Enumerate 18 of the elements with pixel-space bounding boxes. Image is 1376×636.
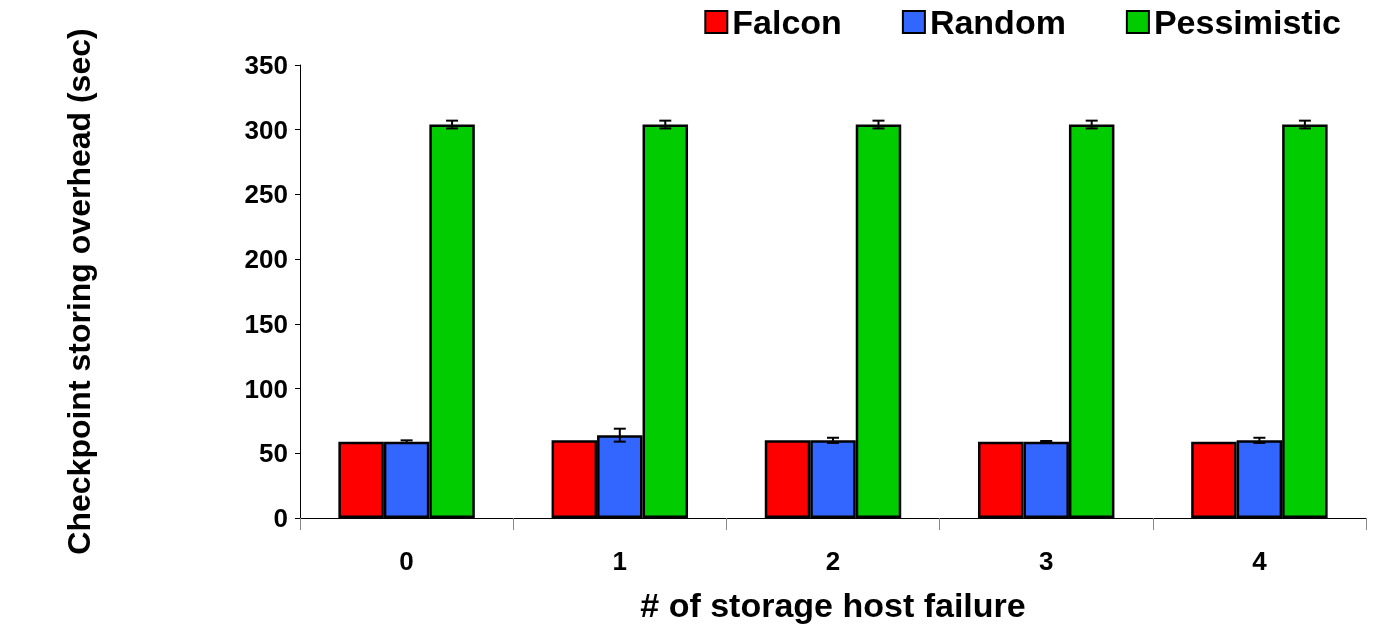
x-tick-label: 2 xyxy=(825,546,841,576)
legend-label: Random xyxy=(929,3,1066,41)
x-tick-label: 0 xyxy=(399,546,414,576)
y-tick-label: 150 xyxy=(244,308,288,339)
x-axis-title: # of storage host failure xyxy=(640,586,1026,624)
y-tick-label: 300 xyxy=(244,114,288,145)
x-tick-label: 3 xyxy=(1038,546,1054,576)
legend-label: Pessimistic xyxy=(1153,3,1342,41)
y-tick-label: 50 xyxy=(259,438,288,469)
y-tick-label: 0 xyxy=(273,503,288,533)
y-tick-label: 200 xyxy=(244,244,288,275)
x-tick-label: 4 xyxy=(1252,546,1268,576)
y-tick-label: 350 xyxy=(244,50,288,80)
y-tick-label: 250 xyxy=(244,179,288,210)
y-tick-label: 100 xyxy=(244,373,288,404)
legend-label: Falcon xyxy=(732,3,842,41)
x-tick-label: 1 xyxy=(612,546,628,576)
y-axis-title: Checkpoint storing overhead (sec) xyxy=(61,28,97,555)
